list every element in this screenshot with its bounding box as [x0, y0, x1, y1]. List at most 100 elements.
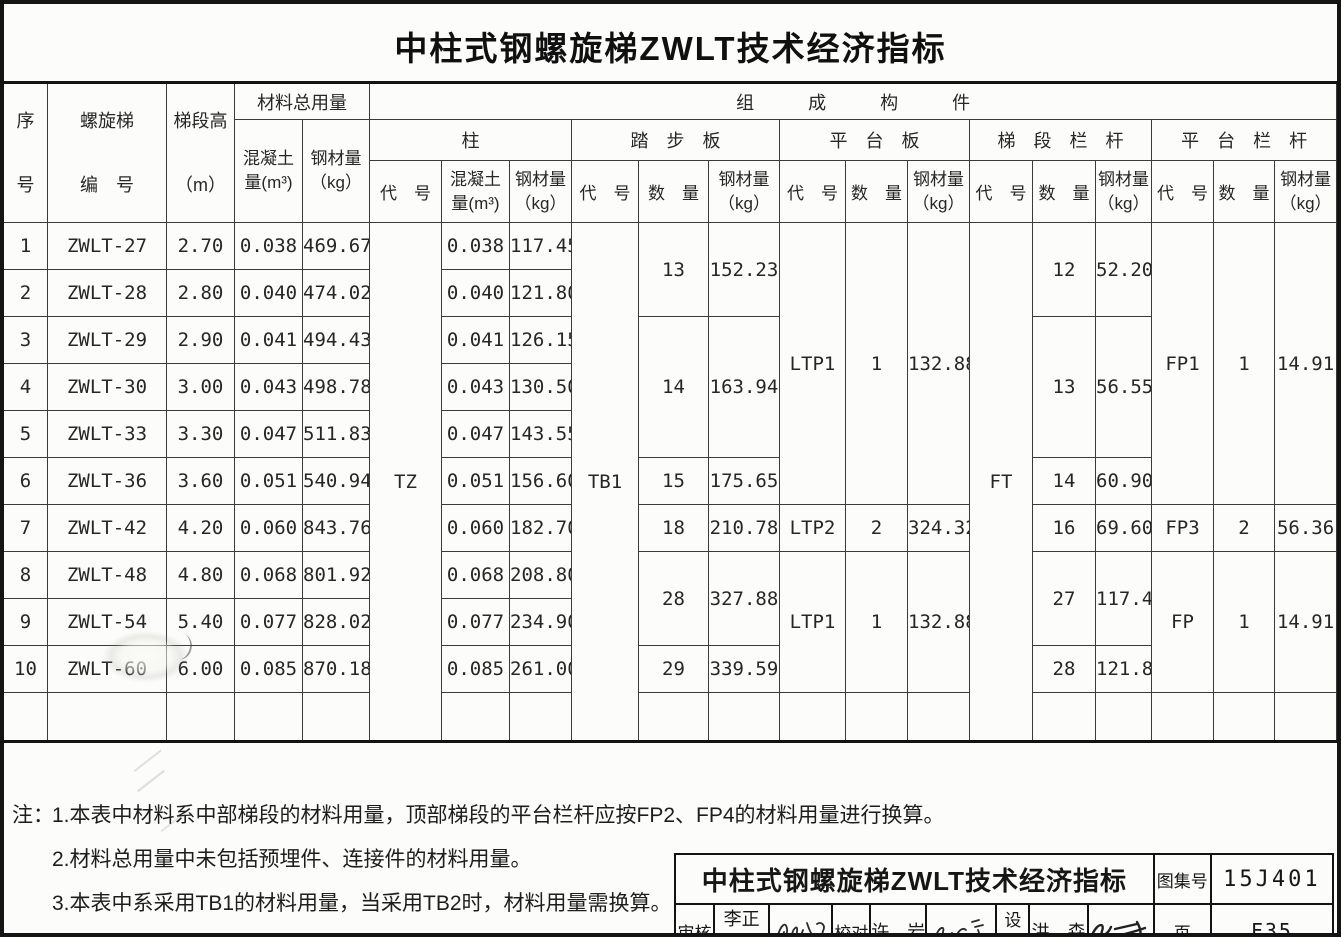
cell-tread-steel: 327.88 — [708, 551, 780, 646]
reviewer-name: 李正刚 — [713, 903, 771, 937]
header-stair-line2: 编 号 — [80, 175, 134, 195]
cell-steel: 843.76 — [302, 504, 370, 552]
cell-tread-steel: 175.65 — [708, 457, 780, 505]
header-group-flight-rail: 梯 段 栏 杆 — [969, 119, 1152, 161]
cell-steel: 511.83 — [302, 410, 370, 458]
cell-col-concrete: 0.038 — [441, 222, 510, 270]
cell-col-steel: 117.45 — [509, 222, 572, 270]
steel-line2: （kg） — [310, 173, 362, 192]
cell-seq: 10 — [3, 645, 48, 693]
cell-platform-qty: 2 — [845, 504, 908, 552]
subheader-steel: 钢材量 （kg） — [509, 160, 572, 223]
cell-stair-id: ZWLT-27 — [47, 222, 167, 270]
cell-platform-qty: 1 — [845, 222, 908, 505]
subheader-qty: 数 量 — [845, 160, 908, 223]
indicator-table: 序号 螺旋梯编 号 梯段高 （m） 材料总用量 组 成 构 件 混凝土 量(m³) … — [3, 81, 1338, 743]
empty-cell — [509, 692, 572, 742]
page-number: F35 — [1209, 903, 1335, 937]
cell-stair-id: ZWLT-60 — [47, 645, 167, 693]
cell-platform-rail-steel: 14.91 — [1273, 222, 1338, 505]
cell-platform-rail-steel: 14.91 — [1273, 551, 1338, 693]
cell-col-steel: 234.90 — [509, 598, 572, 646]
cell-col-steel: 126.15 — [509, 316, 572, 364]
subheader-code: 代 号 — [369, 160, 442, 223]
cell-height: 3.00 — [166, 363, 235, 411]
steel-line1: 钢材量 — [913, 169, 964, 189]
header-total-concrete: 混凝土 量(m³) — [234, 119, 303, 223]
cell-stair-id: ZWLT-29 — [47, 316, 167, 364]
empty-cell — [907, 692, 970, 742]
steel-line2: （kg） — [514, 193, 567, 213]
cell-seq: 4 — [3, 363, 48, 411]
empty-cell — [1273, 692, 1338, 742]
cell-concrete: 0.043 — [234, 363, 303, 411]
note-item: 3.本表中系采用TB1的材料用量，当采用TB2时，材料用量需换算。 — [52, 892, 672, 915]
cell-concrete: 0.085 — [234, 645, 303, 693]
title-block: 中柱式钢螺旋梯ZWLT技术经济指标 图集号 15J401 审核 李正刚 校对 许… — [673, 853, 1335, 937]
steel-line2: （kg） — [912, 193, 965, 213]
cell-height: 2.70 — [166, 222, 235, 270]
cell-col-steel: 143.55 — [509, 410, 572, 458]
cell-platform-steel: 132.88 — [907, 222, 970, 505]
cell-stair-id: ZWLT-54 — [47, 598, 167, 646]
cell-platform-code: LTP1 — [779, 222, 846, 505]
cell-col-concrete: 0.060 — [441, 504, 510, 552]
concrete-line2: 量(m³) — [244, 173, 293, 192]
header-seq: 序号 — [3, 82, 48, 223]
subheader-code: 代 号 — [779, 160, 846, 223]
title-block-title: 中柱式钢螺旋梯ZWLT技术经济指标 — [674, 853, 1155, 905]
subheader-steel: 钢材量 （kg） — [708, 160, 780, 223]
cell-platform-code: LTP2 — [779, 504, 846, 552]
atlas-number-label: 图集号 — [1152, 853, 1212, 905]
empty-cell — [1151, 692, 1214, 742]
empty-cell — [1032, 692, 1096, 742]
design-label: 设计 — [995, 903, 1031, 937]
cell-stair-id: ZWLT-42 — [47, 504, 167, 552]
header-seq-line1: 序 — [16, 111, 35, 131]
header-seq-line2: 号 — [16, 175, 35, 195]
cell-height: 5.40 — [166, 598, 235, 646]
cell-flight-rail-steel: 60.90 — [1095, 457, 1152, 505]
cell-steel: 474.02 — [302, 269, 370, 317]
subheader-qty: 数 量 — [638, 160, 709, 223]
cell-flight-rail-steel: 117.45 — [1095, 551, 1152, 646]
empty-cell — [1213, 692, 1275, 742]
cell-height: 6.00 — [166, 645, 235, 693]
steel-line2: （kg） — [1097, 193, 1150, 213]
cell-tread-qty: 14 — [638, 316, 709, 458]
cell-flight-rail-code: FT — [969, 222, 1033, 742]
cell-stair-id: ZWLT-33 — [47, 410, 167, 458]
check-label: 校对 — [831, 903, 872, 937]
cell-stair-id: ZWLT-48 — [47, 551, 167, 599]
empty-cell — [3, 692, 48, 742]
cell-flight-rail-steel: 69.60 — [1095, 504, 1152, 552]
cell-seq: 1 — [3, 222, 48, 270]
steel-line1: 钢材量 — [1098, 169, 1149, 189]
concrete-line2: 量(m³) — [451, 193, 500, 213]
reviewer-signature-icon — [768, 903, 834, 937]
header-group-platform: 平 台 板 — [779, 119, 970, 161]
steel-line1: 钢材量 — [1280, 169, 1332, 189]
cell-flight-rail-qty: 16 — [1032, 504, 1096, 552]
scan-scratch-mark — [136, 769, 166, 793]
steel-line1: 钢材量 — [515, 169, 566, 189]
cell-steel: 498.78 — [302, 363, 370, 411]
page-title: 中柱式钢螺旋梯ZWLT技术经济指标 — [394, 30, 947, 67]
cell-concrete: 0.051 — [234, 457, 303, 505]
subheader-steel: 钢材量 （kg） — [907, 160, 970, 223]
cell-height: 3.60 — [166, 457, 235, 505]
cell-col-steel: 121.80 — [509, 269, 572, 317]
steel-line1: 钢材量 — [718, 169, 770, 189]
cell-col-concrete: 0.041 — [441, 316, 510, 364]
header-stair-line1: 螺旋梯 — [80, 111, 134, 131]
checker-name: 许 岩 — [869, 903, 928, 937]
cell-height: 2.80 — [166, 269, 235, 317]
checker-signature-icon — [925, 903, 998, 937]
cell-flight-rail-qty: 28 — [1032, 645, 1096, 693]
cell-flight-rail-steel: 56.55 — [1095, 316, 1152, 458]
cell-height: 3.30 — [166, 410, 235, 458]
header-components: 组 成 构 件 — [368, 82, 1338, 120]
cell-flight-rail-steel: 52.20 — [1095, 222, 1152, 317]
page-label: 页 — [1152, 903, 1212, 937]
cell-tread-steel: 339.59 — [708, 645, 780, 693]
